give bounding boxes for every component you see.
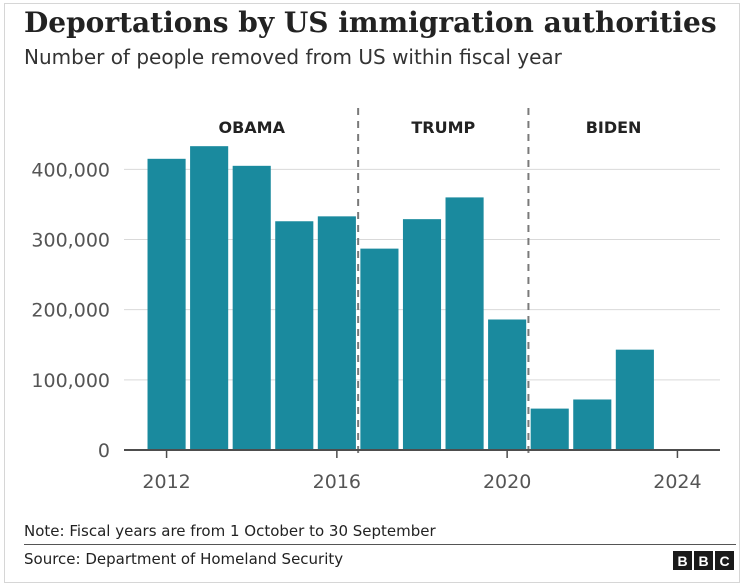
chart-title: Deportations by US immigration authoriti… xyxy=(24,6,717,39)
y-tick-label: 100,000 xyxy=(31,370,110,392)
footnote: Note: Fiscal years are from 1 October to… xyxy=(24,522,436,540)
bar xyxy=(445,197,484,450)
axis-labels: 0 100,000 200,000 300,000 400,000 2012 2016 202… xyxy=(31,118,720,493)
logo-letter: C xyxy=(715,551,734,570)
bar xyxy=(615,349,654,450)
x-tick-label: 2024 xyxy=(653,471,701,493)
bar xyxy=(573,399,612,450)
bar xyxy=(488,319,527,450)
bar xyxy=(147,158,186,450)
bar xyxy=(402,219,442,450)
x-tick-label: 2016 xyxy=(313,471,361,493)
source-text: Source: Department of Homeland Security xyxy=(24,550,344,568)
bar xyxy=(275,221,314,450)
footer-rule xyxy=(24,544,736,545)
bar xyxy=(317,216,356,450)
bar xyxy=(360,248,399,450)
y-tick-label: 300,000 xyxy=(31,230,110,252)
bar xyxy=(190,146,229,450)
x-tick-label: 2012 xyxy=(142,471,190,493)
bar xyxy=(232,165,271,450)
bbc-logo: B B C xyxy=(673,551,734,570)
logo-letter: B xyxy=(694,551,713,570)
period-label: OBAMA xyxy=(218,118,285,137)
bars xyxy=(147,146,654,450)
bar xyxy=(530,408,569,450)
x-tick-label: 2020 xyxy=(483,471,531,493)
logo-letter: B xyxy=(673,551,692,570)
chart-frame xyxy=(4,3,740,583)
y-tick-label: 400,000 xyxy=(31,159,110,181)
y-tick-label: 0 xyxy=(98,440,110,462)
y-tick-label: 200,000 xyxy=(31,300,110,322)
period-dividers xyxy=(357,108,530,458)
period-label: TRUMP xyxy=(411,118,475,137)
period-label: BIDEN xyxy=(586,118,642,137)
chart-subtitle: Number of people removed from US within … xyxy=(24,45,562,69)
